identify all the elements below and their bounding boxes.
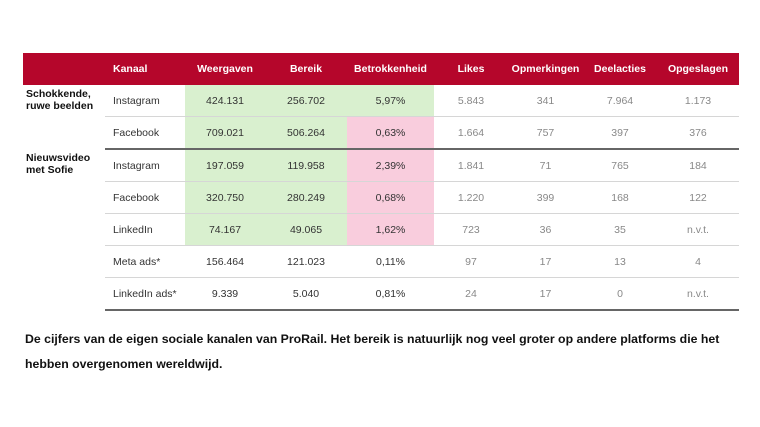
weergaven-cell: 197.059 (185, 149, 265, 182)
header-group (23, 53, 105, 85)
betrokkenheid-cell: 0,11% (347, 245, 434, 278)
bereik-cell: 256.702 (265, 85, 347, 117)
opmerkingen-cell: 71 (508, 149, 583, 182)
weergaven-cell: 320.750 (185, 181, 265, 214)
table-row: Facebook 709.021 506.264 0,63% 1.664 757 397 37… (23, 116, 739, 150)
bereik-cell: 280.249 (265, 181, 347, 214)
likes-cell: 1.220 (434, 181, 508, 214)
header-weergaven: Weergaven (185, 53, 265, 85)
deelacties-cell: 7.964 (583, 85, 657, 117)
kanaal-cell: Instagram (105, 85, 185, 117)
deelacties-cell: 765 (583, 149, 657, 182)
opgeslagen-cell: n.v.t. (657, 213, 739, 246)
opgeslagen-cell: 122 (657, 181, 739, 214)
kanaal-cell: Facebook (105, 116, 185, 150)
group-label: Schokkende, ruwe beelden (26, 88, 94, 112)
header-opmerkingen: Opmerkingen (508, 53, 583, 85)
header-bereik: Bereik (265, 53, 347, 85)
opmerkingen-cell: 17 (508, 245, 583, 278)
kanaal-cell: Meta ads* (105, 245, 185, 278)
opmerkingen-cell: 17 (508, 277, 583, 311)
likes-cell: 1.841 (434, 149, 508, 182)
opgeslagen-cell: 376 (657, 116, 739, 150)
weergaven-cell: 424.131 (185, 85, 265, 117)
header-row: Kanaal Weergaven Bereik Betrokkenheid Li… (23, 53, 739, 85)
bereik-cell: 121.023 (265, 245, 347, 278)
header-deelacties: Deelacties (583, 53, 657, 85)
header-betrokkenheid: Betrokkenheid (347, 53, 434, 85)
opgeslagen-cell: 1.173 (657, 85, 739, 117)
weergaven-cell: 709.021 (185, 116, 265, 150)
table-body: Schokkende, ruwe beelden Instagram 424.131… (23, 85, 739, 311)
likes-cell: 24 (434, 277, 508, 311)
weergaven-cell: 156.464 (185, 245, 265, 278)
deelacties-cell: 35 (583, 213, 657, 246)
kanaal-cell: Instagram (105, 149, 185, 182)
deelacties-cell: 168 (583, 181, 657, 214)
deelacties-cell: 0 (583, 277, 657, 311)
weergaven-cell: 74.167 (185, 213, 265, 246)
table-row: Facebook 320.750 280.249 0,68% 1.220 399 168 12… (23, 181, 739, 214)
opgeslagen-cell: n.v.t. (657, 277, 739, 311)
opgeslagen-cell: 184 (657, 149, 739, 182)
bereik-cell: 119.958 (265, 149, 347, 182)
opmerkingen-cell: 36 (508, 213, 583, 246)
table-row: Schokkende, ruwe beelden Instagram 424.131… (23, 85, 739, 117)
likes-cell: 5.843 (434, 85, 508, 117)
betrokkenheid-cell: 5,97% (347, 85, 434, 117)
kanaal-cell: LinkedIn (105, 213, 185, 246)
likes-cell: 1.664 (434, 116, 508, 150)
betrokkenheid-cell: 2,39% (347, 149, 434, 182)
betrokkenheid-cell: 0,63% (347, 116, 434, 150)
kanaal-cell: Facebook (105, 181, 185, 214)
likes-cell: 97 (434, 245, 508, 278)
likes-cell: 723 (434, 213, 508, 246)
opmerkingen-cell: 399 (508, 181, 583, 214)
table-row: Meta ads* 156.464 121.023 0,11% 97 17 13 4 (23, 245, 739, 278)
bereik-cell: 5.040 (265, 277, 347, 311)
weergaven-cell: 9.339 (185, 277, 265, 311)
table-row: Nieuwsvideo met Sofie Instagram 197.059 119… (23, 149, 739, 182)
header-likes: Likes (434, 53, 508, 85)
table-row: LinkedIn ads* 9.339 5.040 0,81% 24 17 0 n.v.t. (23, 277, 739, 311)
header-opgeslagen: Opgeslagen (657, 53, 739, 85)
deelacties-cell: 13 (583, 245, 657, 278)
opmerkingen-cell: 341 (508, 85, 583, 117)
betrokkenheid-cell: 0,68% (347, 181, 434, 214)
bereik-cell: 49.065 (265, 213, 347, 246)
kanaal-cell: LinkedIn ads* (105, 277, 185, 311)
bereik-cell: 506.264 (265, 116, 347, 150)
group-label: Nieuwsvideo met Sofie (26, 152, 91, 176)
statistics-table: Kanaal Weergaven Bereik Betrokkenheid Li… (23, 53, 739, 311)
deelacties-cell: 397 (583, 116, 657, 150)
caption: De cijfers van de eigen sociale kanalen … (25, 332, 720, 371)
betrokkenheid-cell: 1,62% (347, 213, 434, 246)
table-row: LinkedIn 74.167 49.065 1,62% 723 36 35 n.v.t. (23, 213, 739, 246)
opgeslagen-cell: 4 (657, 245, 739, 278)
betrokkenheid-cell: 0,81% (347, 277, 434, 311)
header-kanaal: Kanaal (105, 53, 185, 85)
opmerkingen-cell: 757 (508, 116, 583, 150)
